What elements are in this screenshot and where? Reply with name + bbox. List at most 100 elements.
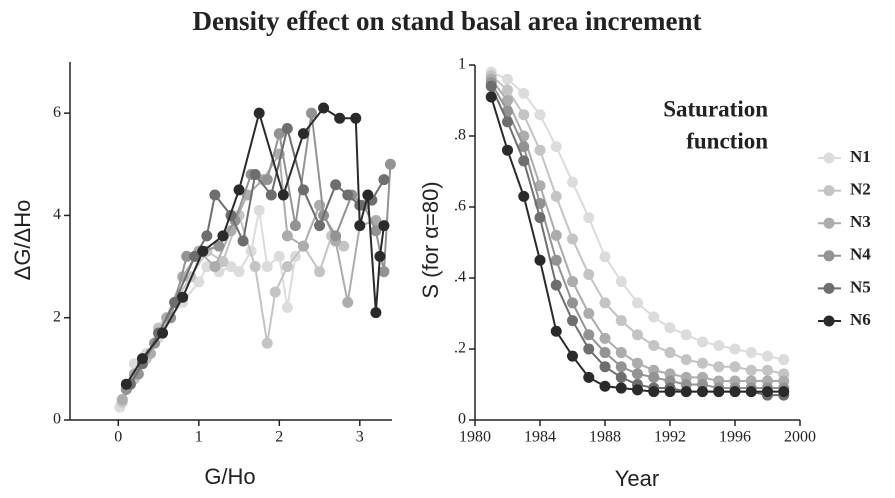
data-point xyxy=(583,212,595,224)
data-point xyxy=(384,158,396,170)
data-point xyxy=(374,250,386,262)
data-point xyxy=(201,230,213,242)
data-point xyxy=(583,308,595,319)
data-point xyxy=(338,240,350,252)
data-point xyxy=(225,225,237,237)
data-point xyxy=(281,230,293,242)
data-point xyxy=(632,357,643,369)
data-point xyxy=(729,386,741,398)
data-point xyxy=(253,204,265,216)
legend-label: N6 xyxy=(850,310,871,329)
x-tick-label: 3 xyxy=(356,429,364,446)
data-point xyxy=(664,347,676,359)
x-tick-label: 1992 xyxy=(654,429,686,446)
data-point xyxy=(370,225,382,237)
data-point xyxy=(697,336,708,348)
data-point xyxy=(177,291,189,303)
data-point xyxy=(314,220,326,232)
data-point xyxy=(778,386,790,398)
data-point xyxy=(330,230,342,242)
data-point xyxy=(378,266,390,278)
data-point xyxy=(378,220,390,232)
data-point xyxy=(518,190,530,202)
data-point xyxy=(567,315,578,327)
data-point xyxy=(189,250,201,262)
data-point xyxy=(362,189,374,201)
legend-marker xyxy=(823,315,835,327)
data-point xyxy=(648,339,660,351)
y-tick-label: 4 xyxy=(53,206,61,223)
legend-label: N2 xyxy=(850,180,871,199)
data-point xyxy=(277,189,289,201)
data-point xyxy=(518,109,530,121)
data-point xyxy=(273,128,285,140)
data-point xyxy=(306,107,317,119)
data-point xyxy=(157,327,169,339)
data-point xyxy=(599,251,611,263)
y-tick-label: 1 xyxy=(458,56,466,73)
data-point xyxy=(680,329,692,341)
data-point xyxy=(615,361,627,373)
data-point xyxy=(518,155,530,167)
data-point xyxy=(680,354,692,366)
legend-label: N5 xyxy=(850,277,871,296)
data-point xyxy=(502,84,513,96)
data-point xyxy=(217,230,229,242)
data-point xyxy=(550,254,562,266)
data-point xyxy=(201,261,213,273)
data-point xyxy=(599,332,611,344)
data-point xyxy=(583,343,595,355)
chart-title: Density effect on stand basal area incre… xyxy=(193,6,702,36)
data-point xyxy=(632,384,643,396)
data-point xyxy=(502,95,513,106)
data-point xyxy=(778,354,790,366)
data-point xyxy=(550,141,562,153)
data-point xyxy=(664,386,676,398)
data-point xyxy=(599,297,611,309)
data-point xyxy=(615,371,627,383)
y-tick-label: 0 xyxy=(458,411,466,428)
data-point xyxy=(217,255,229,267)
data-point xyxy=(583,329,595,341)
data-point xyxy=(136,353,148,365)
data-point xyxy=(485,80,497,92)
data-point xyxy=(583,371,595,383)
data-point xyxy=(261,337,273,349)
data-point xyxy=(534,180,546,192)
legend-marker xyxy=(823,152,835,164)
x-tick-label: 1996 xyxy=(719,429,751,446)
data-point xyxy=(713,339,725,351)
y-tick-label: .2 xyxy=(454,340,466,357)
data-point xyxy=(762,350,773,362)
legend-label: N4 xyxy=(850,245,871,264)
y-axis-title: ΔG/ΔHo xyxy=(10,200,35,281)
data-point xyxy=(502,73,513,85)
data-point xyxy=(762,364,773,376)
data-point xyxy=(193,276,205,288)
data-point xyxy=(550,229,562,241)
data-point xyxy=(615,382,627,394)
data-point xyxy=(567,233,578,245)
data-point xyxy=(729,343,741,355)
y-tick-label: 2 xyxy=(53,308,61,325)
data-point xyxy=(567,297,578,309)
series-line xyxy=(125,106,385,385)
data-point xyxy=(567,350,578,362)
y-tick-label: 0 xyxy=(53,411,61,428)
data-point xyxy=(181,250,193,262)
data-point xyxy=(253,107,265,119)
data-point xyxy=(680,386,692,398)
data-point xyxy=(648,371,660,383)
x-tick-label: 1988 xyxy=(589,429,621,446)
legend-marker xyxy=(823,282,835,294)
legend-marker xyxy=(823,185,835,197)
data-point xyxy=(318,102,330,114)
legend-label: N3 xyxy=(850,212,871,231)
data-point xyxy=(330,179,342,191)
data-point xyxy=(745,364,757,376)
data-point xyxy=(648,386,660,398)
data-point xyxy=(599,380,611,392)
data-point xyxy=(502,144,513,156)
data-point xyxy=(354,220,366,232)
